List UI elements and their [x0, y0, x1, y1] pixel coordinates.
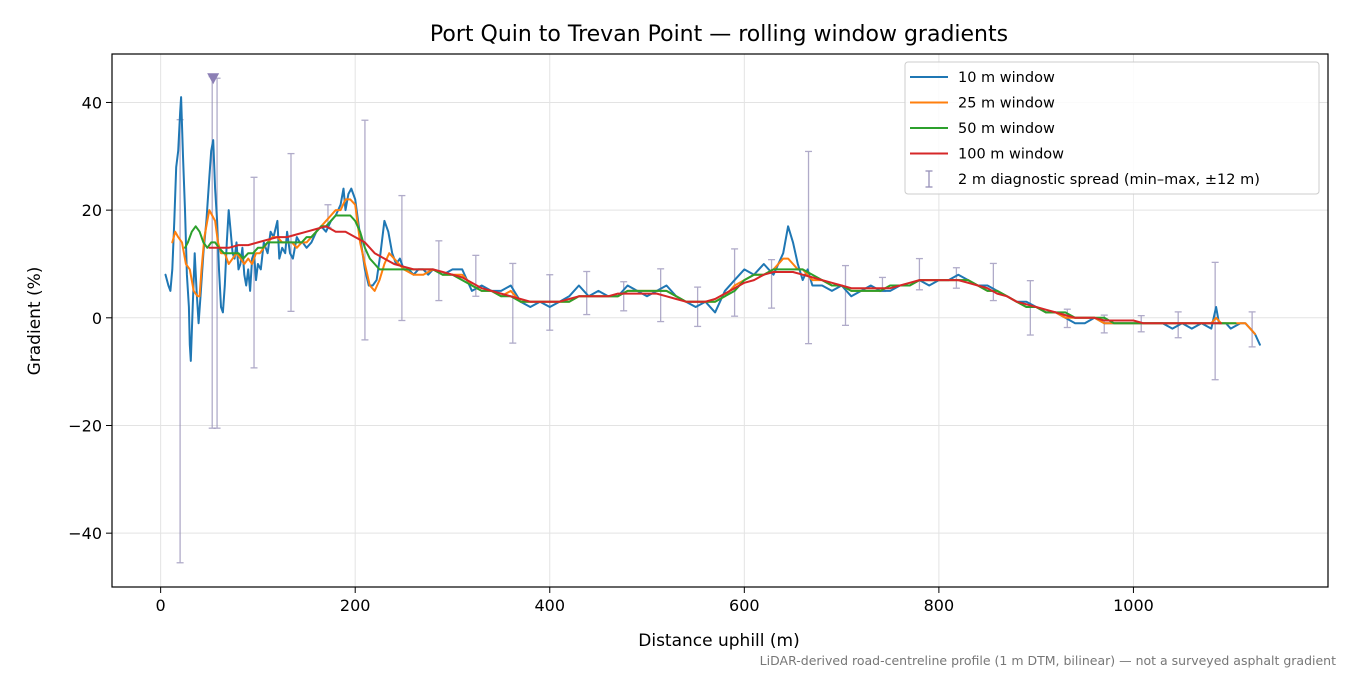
error-bar: [620, 281, 628, 312]
legend-label-3: 50 m window: [958, 121, 1055, 137]
legend-label-4: 100 m window: [958, 147, 1064, 163]
chart-title: Port Quin to Trevan Point — rolling wind…: [430, 22, 1008, 47]
legend-label-1: 10 m window: [958, 70, 1055, 86]
error-bar: [398, 194, 406, 322]
error-bar: [915, 257, 923, 291]
x-tick-label: 400: [534, 596, 565, 615]
error-bar: [361, 119, 369, 341]
plot-frame: [111, 53, 1329, 588]
error-bar: [250, 176, 258, 369]
x-tick-label: 600: [729, 596, 760, 615]
series-lines-layer: [164, 96, 1261, 362]
footnote: LiDAR-derived road-centreline profile (1…: [760, 653, 1336, 668]
clip-marker-triangle: [207, 73, 220, 85]
x-tick-label: 200: [340, 596, 371, 615]
error-bar: [731, 248, 739, 317]
error-bar: [989, 262, 997, 302]
error-bar: [805, 150, 813, 345]
legend-label-2: 25 m window: [958, 96, 1055, 112]
error-bar: [213, 77, 221, 429]
legend: 10 m window 25 m window 50 m window 100 m w…: [904, 61, 1320, 195]
x-tick-label: 1000: [1113, 596, 1154, 615]
y-axis-label: Gradient (%): [25, 267, 45, 376]
error-bar: [208, 75, 216, 429]
error-bar: [768, 259, 776, 309]
error-bar: [509, 262, 517, 344]
y-tick-label: 0: [92, 309, 102, 328]
error-bar: [287, 152, 295, 312]
legend-label-errorbars: 2 m diagnostic spread (min–max, ±12 m): [958, 172, 1260, 188]
series-line-2: [171, 198, 1256, 335]
error-bar: [841, 264, 849, 326]
x-tick-label: 800: [924, 596, 955, 615]
error-bar: [1211, 261, 1219, 381]
x-tick-label: 0: [156, 596, 166, 615]
legend-box: [904, 61, 1320, 195]
legend-items: 10 m window 25 m window 50 m window 100 m w…: [910, 70, 1260, 188]
y-tick-label: −20: [68, 416, 102, 435]
error-bar: [176, 119, 184, 564]
error-bar: [952, 267, 960, 289]
y-tick-label: −40: [68, 524, 102, 543]
axis-ticks: 0 200 400 600 800 1000 −40 −20 0 20 40: [68, 93, 1154, 615]
y-tick-label: 20: [82, 201, 102, 220]
marker-layer: [207, 73, 220, 85]
series-line-4: [208, 225, 1222, 325]
x-axis-label: Distance uphill (m): [638, 631, 799, 651]
y-tick-label: 40: [82, 93, 102, 112]
